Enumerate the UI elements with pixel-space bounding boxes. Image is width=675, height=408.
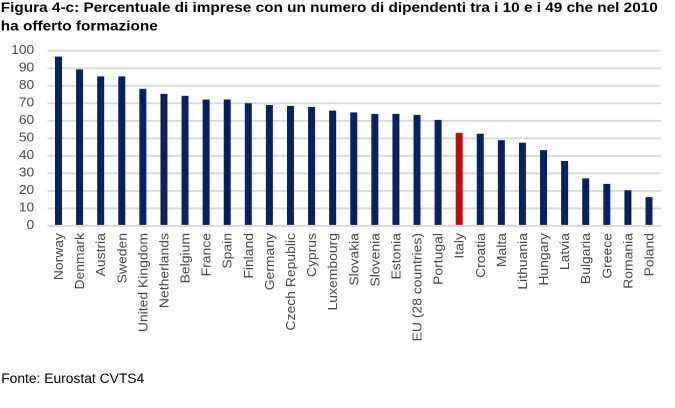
svg-text:Latvia: Latvia — [558, 233, 572, 270]
svg-text:Slovenia: Slovenia — [368, 233, 382, 287]
svg-text:Greece: Greece — [600, 233, 614, 279]
svg-text:Spain: Spain — [221, 233, 235, 269]
svg-text:Italy: Italy — [453, 232, 467, 258]
svg-text:Cyprus: Cyprus — [305, 233, 319, 277]
svg-text:ha offerto formazione: ha offerto formazione — [1, 18, 158, 33]
svg-text:Norway: Norway — [52, 232, 66, 280]
svg-text:50: 50 — [19, 131, 34, 145]
svg-text:Malta: Malta — [495, 233, 509, 267]
svg-text:Fonte: Eurostat CVTS4: Fonte: Eurostat CVTS4 — [1, 371, 144, 387]
svg-text:Portugal: Portugal — [432, 233, 446, 285]
svg-text:Germany: Germany — [263, 232, 277, 290]
svg-text:United Kingdom: United Kingdom — [136, 233, 150, 332]
svg-text:Belgium: Belgium — [179, 233, 193, 283]
svg-text:Czech Republic: Czech Republic — [284, 233, 298, 331]
svg-text:Poland: Poland — [643, 233, 657, 276]
svg-text:Sweden: Sweden — [115, 233, 129, 283]
svg-text:90: 90 — [19, 61, 34, 75]
svg-text:Romania: Romania — [621, 233, 635, 289]
svg-text:80: 80 — [19, 78, 34, 92]
svg-text:30: 30 — [19, 166, 34, 180]
svg-text:Bulgaria: Bulgaria — [579, 233, 593, 284]
svg-text:Netherlands: Netherlands — [157, 233, 171, 308]
svg-text:70: 70 — [19, 96, 34, 110]
svg-text:Denmark: Denmark — [73, 232, 87, 289]
svg-text:Slovakia: Slovakia — [347, 233, 361, 286]
svg-text:10: 10 — [19, 201, 34, 215]
svg-text:Hungary: Hungary — [537, 232, 551, 286]
svg-text:20: 20 — [19, 183, 34, 197]
svg-text:60: 60 — [19, 113, 34, 127]
svg-text:Estonia: Estonia — [389, 233, 403, 280]
svg-text:Austria: Austria — [94, 233, 108, 276]
svg-text:40: 40 — [19, 148, 34, 162]
svg-text:Lithuania: Lithuania — [516, 233, 530, 290]
svg-text:0: 0 — [27, 218, 35, 232]
svg-text:Luxembourg: Luxembourg — [326, 233, 340, 311]
svg-text:EU (28 countries): EU (28 countries) — [411, 233, 425, 341]
svg-text:France: France — [200, 233, 214, 276]
svg-text:Croatia: Croatia — [474, 233, 488, 278]
svg-text:100: 100 — [11, 43, 34, 57]
svg-text:Figura 4-c: Percentuale di imp: Figura 4-c: Percentuale di imprese con u… — [1, 0, 658, 15]
svg-text:Finland: Finland — [242, 233, 256, 279]
